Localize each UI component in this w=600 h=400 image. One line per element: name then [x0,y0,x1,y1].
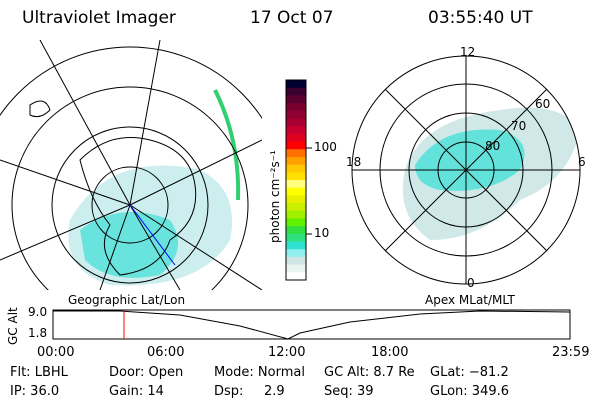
seq-info: Seq: 39 [324,384,374,399]
colorbar-swatch [286,233,306,243]
filter-info: Flt: LBHL [10,365,68,380]
colorbar-swatch [286,103,306,112]
antarctica-coastline [79,137,197,276]
colorbar-swatch [286,226,306,235]
colorbar-swatch [286,187,306,196]
colorbar-swatch [286,126,306,135]
colorbar-swatch [286,164,306,173]
gain-info: Gain: 14 [109,384,164,399]
altitude-plot [52,309,571,340]
mode-info: Mode: Normal [214,365,305,380]
aurora-emission-bright [80,212,178,278]
geographic-caption: Geographic Lat/Lon [68,293,186,307]
colorbar-unit-label: photon cm⁻²s⁻¹ [268,150,282,243]
colorbar-swatch [286,272,306,281]
colorbar-swatch [286,87,306,96]
time-label: 03:55:40 UT [428,8,533,28]
ip-info: IP: 36.0 [10,384,60,399]
lon-lines [0,40,262,290]
colorbar-swatch [286,172,306,181]
altitude-curve [53,310,571,340]
mlt-label-6: 6 [578,155,586,169]
colorbar-swatch [286,256,306,266]
colorbar-swatch [286,180,306,189]
dsp-label: Dsp: [214,384,244,399]
mlt-label-12: 12 [460,45,476,59]
colorbar-swatch [286,210,306,219]
colorbar [285,79,307,281]
mlat-label-70: 70 [511,119,527,133]
apex-caption: Apex MLat/MLT [425,293,515,307]
xtick-0000: 00:00 [37,345,75,360]
colorbar-swatch [286,241,306,250]
glat-info: GLat: −81.2 [430,365,509,380]
mlat-label-80: 80 [485,139,501,153]
lat-circles [0,46,262,290]
mlt-label-0: 0 [467,276,475,290]
gc-alt-info: GC Alt: 8.7 Re [324,365,415,380]
colorbar-tick-100: 100 [314,140,337,154]
colorbar-swatch [286,195,306,204]
colorbar-swatch [286,80,306,89]
xtick-0600: 06:00 [147,345,185,360]
altitude-ylabel: GC Alt [6,307,20,345]
aurora-edge [213,89,241,201]
colorbar-swatch [286,149,306,158]
colorbar-tick-10: 10 [314,226,330,240]
colorbar-swatch [286,249,306,258]
instrument-title: Ultraviolet Imager [22,8,176,28]
mlt-label-18: 18 [346,155,362,169]
colorbar-swatch [286,156,306,166]
colorbar-swatch [286,133,306,143]
colorbar-swatch [286,95,306,104]
colorbar-swatch [286,264,306,273]
colorbar-swatch [286,203,306,212]
colorbar-swatch [286,118,306,127]
xtick-2359: 23:59 [552,345,590,360]
colorbar-border [285,79,307,281]
mlat-label-60: 60 [535,97,551,111]
aurora-oval-bright [415,129,525,191]
altitude-ytick-9: 9.0 [28,305,48,319]
dsp-value: 2.9 [264,384,285,399]
altitude-ytick-1-8: 1.8 [28,326,48,340]
colorbar-swatch [286,218,306,227]
date-label: 17 Oct 07 [250,8,334,28]
colorbar-swatch [286,110,306,119]
door-info: Door: Open [109,365,184,380]
glon-info: GLon: 349.6 [430,384,510,399]
xtick-1800: 18:00 [371,345,409,360]
colorbar-swatch [286,141,306,150]
apex-map [351,55,581,285]
xtick-1200: 12:00 [268,345,306,360]
noon-line [129,204,176,266]
geographic-map [0,40,262,290]
south-america-coastline [29,100,51,118]
